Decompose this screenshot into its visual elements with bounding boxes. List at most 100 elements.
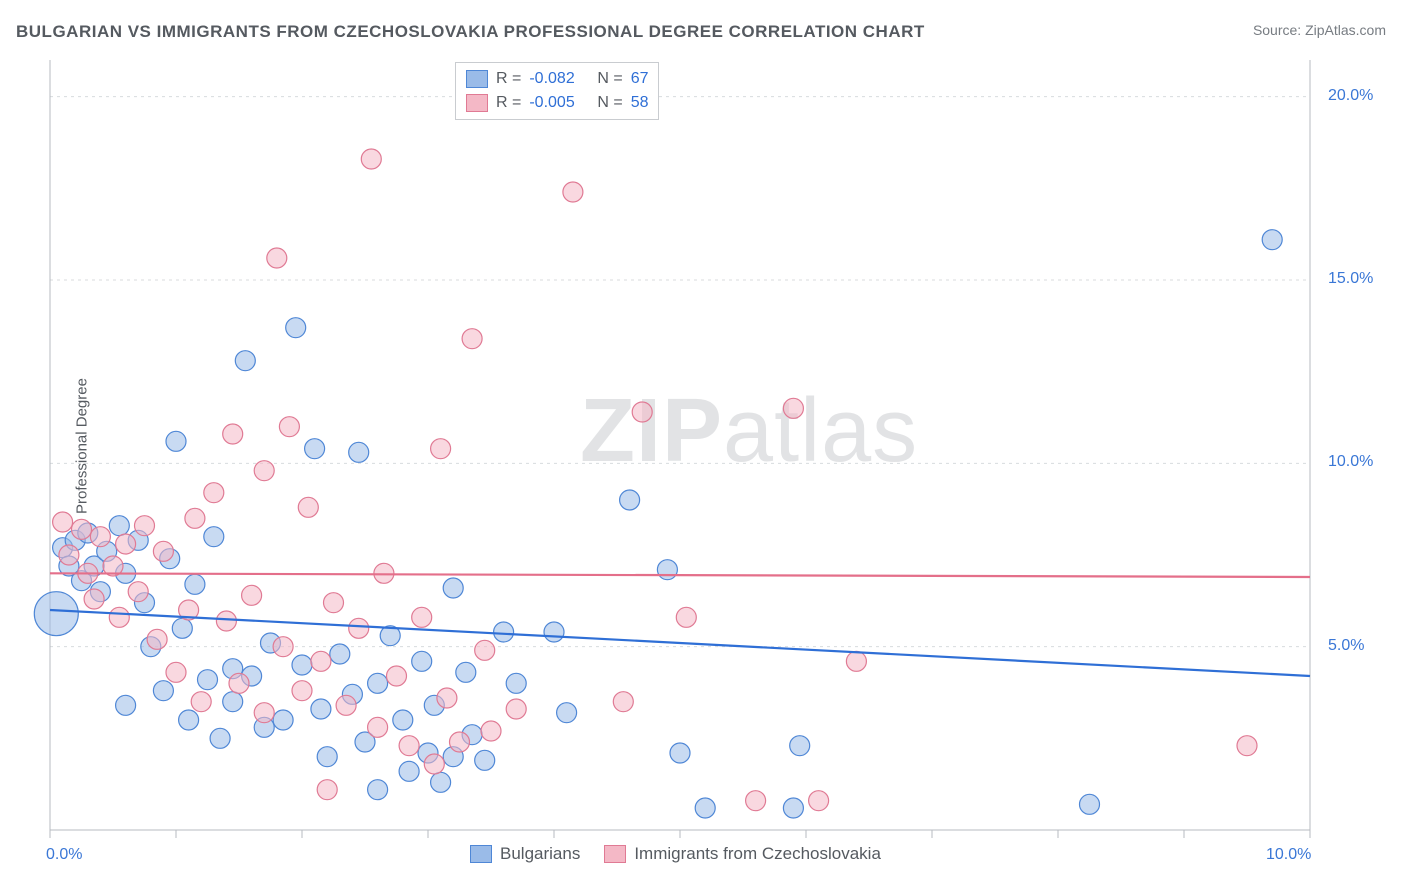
y-tick-label: 5.0% <box>1328 637 1364 655</box>
scatter-point <box>216 611 236 631</box>
scatter-point <box>368 673 388 693</box>
scatter-point <box>204 483 224 503</box>
scatter-point <box>305 439 325 459</box>
legend-top: R = -0.082 N = 67 R = -0.005 N = 58 <box>455 62 659 120</box>
scatter-point <box>166 431 186 451</box>
scatter-point <box>1080 794 1100 814</box>
legend-swatch <box>604 845 626 863</box>
scatter-point <box>506 673 526 693</box>
scatter-point <box>349 442 369 462</box>
scatter-point <box>254 461 274 481</box>
scatter-point <box>273 710 293 730</box>
trend-line-pink <box>50 573 1310 577</box>
scatter-point <box>198 670 218 690</box>
scatter-point <box>676 607 696 627</box>
scatter-point <box>695 798 715 818</box>
scatter-point <box>34 592 78 636</box>
legend-top-row-pink: R = -0.005 N = 58 <box>466 91 648 115</box>
scatter-point <box>109 516 129 536</box>
scatter-point <box>1237 736 1257 756</box>
scatter-point <box>254 703 274 723</box>
legend-swatch <box>466 70 488 88</box>
scatter-point <box>324 593 344 613</box>
legend-r-label: R = <box>496 94 521 112</box>
scatter-point <box>783 398 803 418</box>
legend-swatch <box>470 845 492 863</box>
scatter-point <box>210 728 230 748</box>
scatter-point <box>116 534 136 554</box>
legend-bottom-item-blue: Bulgarians <box>470 844 580 864</box>
scatter-point <box>153 541 173 561</box>
legend-n-value: 58 <box>631 94 649 112</box>
scatter-point <box>349 618 369 638</box>
scatter-point <box>53 512 73 532</box>
y-tick-label: 15.0% <box>1328 270 1373 288</box>
scatter-point <box>399 761 419 781</box>
scatter-point <box>179 710 199 730</box>
scatter-point <box>273 637 293 657</box>
scatter-point <box>116 695 136 715</box>
scatter-point <box>783 798 803 818</box>
x-tick-label: 0.0% <box>46 846 82 864</box>
scatter-point <box>59 545 79 565</box>
scatter-point <box>223 424 243 444</box>
scatter-point <box>361 149 381 169</box>
scatter-point <box>135 516 155 536</box>
legend-r-value: -0.005 <box>529 94 589 112</box>
scatter-point <box>336 695 356 715</box>
scatter-point <box>613 692 633 712</box>
legend-top-row-blue: R = -0.082 N = 67 <box>466 67 648 91</box>
scatter-point <box>185 508 205 528</box>
scatter-point <box>412 607 432 627</box>
scatter-point <box>153 681 173 701</box>
scatter-point <box>450 732 470 752</box>
scatter-point <box>481 721 501 741</box>
legend-n-label: N = <box>597 70 622 88</box>
scatter-point <box>317 780 337 800</box>
scatter-point <box>506 699 526 719</box>
scatter-point <box>670 743 690 763</box>
scatter-point <box>456 662 476 682</box>
scatter-point <box>128 582 148 602</box>
scatter-point <box>191 692 211 712</box>
scatter-point <box>368 780 388 800</box>
scatter-point <box>494 622 514 642</box>
legend-n-label: N = <box>597 94 622 112</box>
legend-r-label: R = <box>496 70 521 88</box>
scatter-point <box>632 402 652 422</box>
scatter-point <box>185 574 205 594</box>
scatter-point <box>166 662 186 682</box>
x-tick-label: 10.0% <box>1266 846 1311 864</box>
legend-bottom-label: Bulgarians <box>500 844 580 864</box>
legend-n-value: 67 <box>631 70 649 88</box>
scatter-point <box>424 754 444 774</box>
scatter-point <box>437 688 457 708</box>
scatter-point <box>229 673 249 693</box>
scatter-point <box>443 578 463 598</box>
scatter-point <box>387 666 407 686</box>
scatter-point <box>846 651 866 671</box>
scatter-point <box>235 351 255 371</box>
scatter-point <box>267 248 287 268</box>
scatter-point <box>292 681 312 701</box>
scatter-point <box>557 703 577 723</box>
scatter-point <box>746 791 766 811</box>
scatter-point <box>172 618 192 638</box>
scatter-point <box>1262 230 1282 250</box>
scatter-point <box>790 736 810 756</box>
scatter-point <box>368 717 388 737</box>
scatter-point <box>809 791 829 811</box>
scatter-point <box>242 585 262 605</box>
y-tick-label: 10.0% <box>1328 453 1373 471</box>
scatter-point <box>475 640 495 660</box>
scatter-point <box>620 490 640 510</box>
y-tick-label: 20.0% <box>1328 87 1373 105</box>
scatter-point <box>292 655 312 675</box>
scatter-point <box>544 622 564 642</box>
scatter-point <box>475 750 495 770</box>
scatter-point <box>399 736 419 756</box>
legend-r-value: -0.082 <box>529 70 589 88</box>
scatter-point <box>330 644 350 664</box>
legend-bottom: BulgariansImmigrants from Czechoslovakia <box>470 844 881 864</box>
scatter-point <box>72 519 92 539</box>
